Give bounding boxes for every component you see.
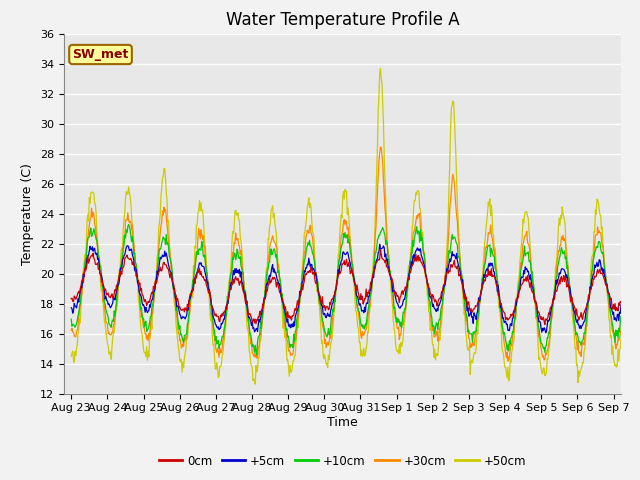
Text: SW_met: SW_met bbox=[72, 48, 129, 61]
X-axis label: Time: Time bbox=[327, 416, 358, 429]
Title: Water Temperature Profile A: Water Temperature Profile A bbox=[225, 11, 460, 29]
Y-axis label: Temperature (C): Temperature (C) bbox=[22, 163, 35, 264]
Legend: 0cm, +5cm, +10cm, +30cm, +50cm: 0cm, +5cm, +10cm, +30cm, +50cm bbox=[154, 450, 531, 472]
